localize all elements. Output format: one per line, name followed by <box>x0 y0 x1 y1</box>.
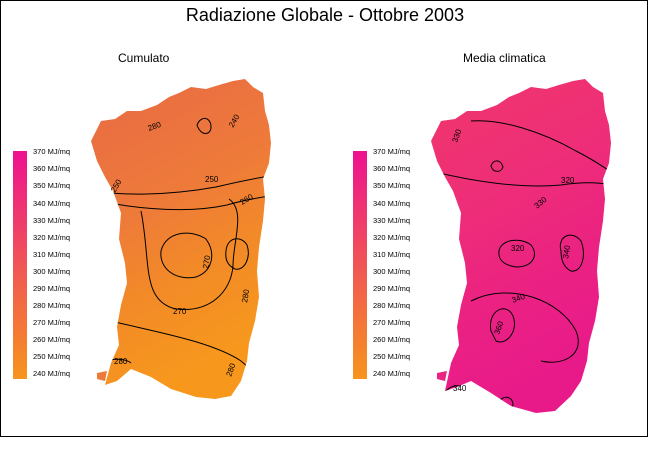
legend-tick: 350 MJ/mq <box>373 181 411 190</box>
isoline-label: 280 <box>114 357 128 366</box>
legend-tick: 340 MJ/mq <box>373 199 411 208</box>
isoline-label: 340 <box>561 244 572 259</box>
isolines-media-climatica <box>431 120 611 410</box>
legend-colorbar <box>13 151 27 379</box>
island-shape <box>91 79 271 399</box>
legend-tick: 250 MJ/mq <box>33 352 71 361</box>
legend-tick: 290 MJ/mq <box>373 284 411 293</box>
legend-tick: 360 MJ/mq <box>33 164 71 173</box>
legend-tick: 310 MJ/mq <box>373 250 411 259</box>
isoline-label: 360 <box>492 320 505 336</box>
figure-title: Radiazione Globale - Ottobre 2003 <box>185 5 465 25</box>
isoline-label: 280 <box>224 362 237 378</box>
legend-tick: 330 MJ/mq <box>373 216 411 225</box>
isoline-label: 250 <box>205 175 219 184</box>
isoline-label: 280 <box>147 120 163 133</box>
isoline-label: 280 <box>240 288 251 303</box>
panel-title-cumulato: Cumulato <box>118 51 170 65</box>
legend-tick: 240 MJ/mq <box>373 369 411 378</box>
legend-tick: 290 MJ/mq <box>33 284 71 293</box>
isoline-label: 320 <box>511 244 525 253</box>
legend-tick: 350 MJ/mq <box>33 181 71 190</box>
legend-tick: 240 MJ/mq <box>33 369 71 378</box>
legend-tick: 300 MJ/mq <box>373 267 411 276</box>
legend-tick: 370 MJ/mq <box>373 147 411 156</box>
legend-tick: 280 MJ/mq <box>373 301 411 310</box>
legend-tick: 370 MJ/mq <box>33 147 71 156</box>
legend-colorbar <box>353 151 367 379</box>
legend-tick: 360 MJ/mq <box>373 164 411 173</box>
legend-tick: 310 MJ/mq <box>33 250 71 259</box>
legend-tick: 270 MJ/mq <box>33 318 71 327</box>
legend-tick: 280 MJ/mq <box>33 301 71 310</box>
legend-tick: 270 MJ/mq <box>373 318 411 327</box>
legend-tick: 260 MJ/mq <box>33 335 71 344</box>
isoline-label: 330 <box>450 128 463 144</box>
island-shape <box>431 79 611 413</box>
panel-title-media-climatica: Media climatica <box>463 51 546 65</box>
legend-tick: 320 MJ/mq <box>373 233 411 242</box>
legend-tick: 340 MJ/mq <box>33 199 71 208</box>
isoline-label: 270 <box>173 307 187 316</box>
isoline-label: 320 <box>561 176 575 185</box>
legend-tick: 250 MJ/mq <box>373 352 411 361</box>
legend-tick: 260 MJ/mq <box>373 335 411 344</box>
legend-tick: 320 MJ/mq <box>33 233 71 242</box>
legend-tick: 300 MJ/mq <box>33 267 71 276</box>
map-figure: Radiazione Globale - Ottobre 2003 Cumula… <box>0 0 648 437</box>
isoline-label: 270 <box>201 254 212 269</box>
legend-tick: 330 MJ/mq <box>33 216 71 225</box>
isoline-label: 340 <box>511 292 527 305</box>
isoline-label: 340 <box>453 384 467 393</box>
